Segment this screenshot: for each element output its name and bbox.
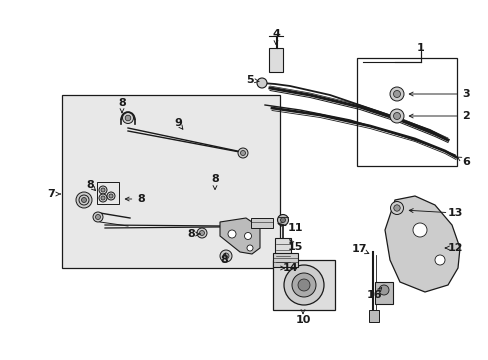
Circle shape — [297, 279, 309, 291]
Circle shape — [122, 112, 133, 123]
Text: 3: 3 — [461, 89, 469, 99]
Bar — [272, 260, 334, 310]
Circle shape — [393, 205, 399, 211]
Circle shape — [378, 285, 388, 295]
Circle shape — [223, 253, 228, 259]
Text: 7: 7 — [47, 189, 55, 199]
Circle shape — [277, 215, 288, 225]
Circle shape — [76, 192, 92, 208]
Circle shape — [393, 112, 400, 120]
Text: 8: 8 — [137, 194, 144, 204]
Circle shape — [81, 198, 86, 202]
Bar — [274, 238, 290, 266]
Bar — [97, 182, 119, 204]
Text: 17: 17 — [350, 244, 366, 254]
Circle shape — [99, 186, 107, 194]
Circle shape — [246, 245, 252, 251]
Circle shape — [389, 87, 403, 101]
Circle shape — [257, 78, 266, 88]
Circle shape — [125, 115, 130, 121]
Text: 14: 14 — [282, 263, 297, 273]
Polygon shape — [220, 218, 260, 254]
Text: 8: 8 — [220, 255, 227, 265]
Circle shape — [101, 188, 105, 192]
Bar — [250, 218, 272, 228]
Circle shape — [107, 192, 115, 200]
Circle shape — [390, 202, 403, 215]
Circle shape — [434, 255, 444, 265]
Circle shape — [291, 273, 315, 297]
Text: 9: 9 — [174, 118, 182, 128]
Circle shape — [95, 215, 101, 220]
Circle shape — [244, 233, 251, 239]
Text: 6: 6 — [461, 157, 469, 167]
Text: 4: 4 — [271, 29, 279, 39]
Bar — [62, 95, 280, 268]
Text: 5: 5 — [245, 75, 253, 85]
Circle shape — [220, 250, 231, 262]
Text: 11: 11 — [286, 223, 302, 233]
Bar — [272, 253, 297, 267]
Text: 8: 8 — [118, 98, 125, 108]
Text: 2: 2 — [461, 111, 469, 121]
Circle shape — [199, 230, 204, 235]
Bar — [368, 310, 378, 322]
Circle shape — [93, 212, 103, 222]
Text: 8: 8 — [187, 229, 195, 239]
Text: 16: 16 — [366, 290, 382, 300]
Bar — [268, 48, 283, 72]
Text: 12: 12 — [447, 243, 462, 253]
Circle shape — [227, 230, 236, 238]
Circle shape — [79, 195, 89, 205]
Bar — [374, 282, 392, 304]
Circle shape — [280, 217, 285, 222]
Circle shape — [99, 194, 107, 202]
Circle shape — [240, 150, 245, 156]
Circle shape — [101, 196, 105, 200]
Polygon shape — [384, 196, 459, 292]
Text: 15: 15 — [287, 242, 302, 252]
Circle shape — [393, 90, 400, 98]
Circle shape — [238, 148, 247, 158]
Circle shape — [412, 223, 426, 237]
Circle shape — [389, 109, 403, 123]
Bar — [356, 58, 456, 166]
Text: 1: 1 — [416, 43, 424, 53]
Circle shape — [109, 194, 113, 198]
Circle shape — [197, 228, 206, 238]
Text: 8: 8 — [86, 180, 94, 190]
Text: 13: 13 — [447, 208, 462, 218]
Text: 10: 10 — [295, 315, 310, 325]
Circle shape — [284, 265, 324, 305]
Text: 8: 8 — [211, 174, 219, 184]
